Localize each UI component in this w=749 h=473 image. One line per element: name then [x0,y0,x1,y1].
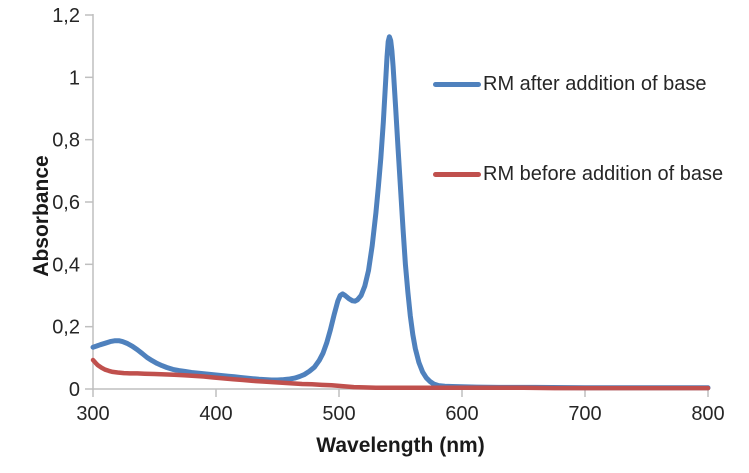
y-tick-label: 1,2 [52,5,80,27]
legend-label-after-base: RM after addition of base [483,72,707,95]
x-tick-label: 300 [76,403,109,425]
y-tick-label: 0 [69,379,80,401]
y-tick-label: 0,2 [52,317,80,339]
y-tick-label: 0,8 [52,130,80,152]
x-axis-title: Wavelength (nm) [316,434,485,457]
y-tick-label: 1 [69,67,80,89]
legend-entry-before-base: RM before addition of base [433,162,723,186]
series-line-before-base [90,357,711,391]
series-line-after-base [90,34,711,391]
legend-line-blue-icon [433,81,481,87]
legend-line-red-icon [433,171,481,177]
legend-entry-after-base: RM after addition of base [433,72,706,96]
y-tick-label: 0,6 [52,192,80,214]
x-tick-label: 600 [445,403,478,425]
y-tick-label: 0,4 [52,254,80,276]
x-tick-label: 700 [568,403,601,425]
legend-label-before-base: RM before addition of base [483,162,724,185]
x-tick-label: 500 [322,403,355,425]
y-axis-title: Absorbance [30,155,53,277]
x-tick-label: 800 [691,403,724,425]
x-tick-label: 400 [199,403,232,425]
